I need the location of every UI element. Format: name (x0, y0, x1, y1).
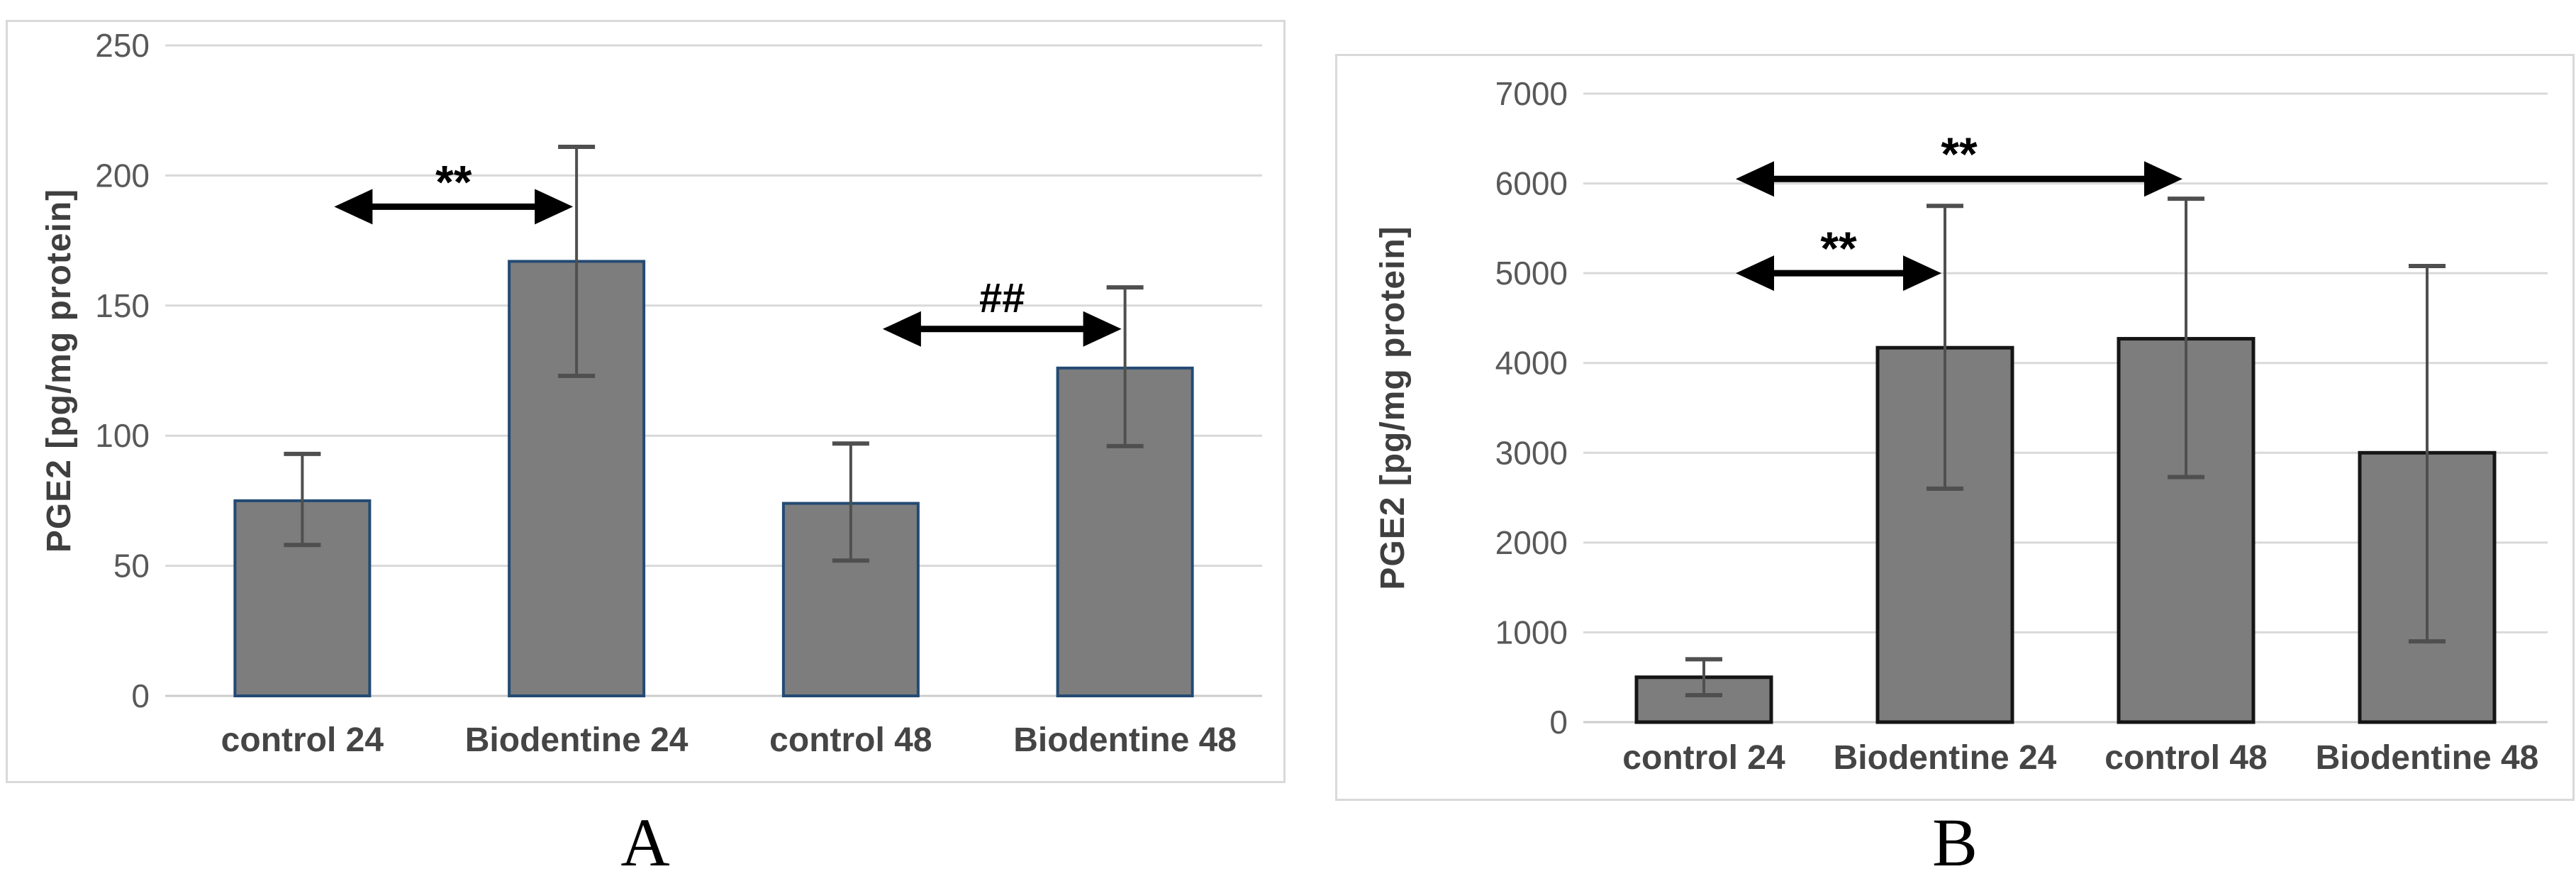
y-tick-label: 3000 (1495, 434, 1568, 471)
y-tick-label: 5000 (1495, 255, 1568, 292)
y-tick-label: 4000 (1495, 345, 1568, 382)
y-axis-title: PGE2 [pg/mg protein] (40, 189, 78, 553)
category-label: Biodentine 24 (465, 721, 688, 759)
significance-label: ** (435, 155, 472, 208)
category-label: Biodentine 48 (1013, 721, 1237, 759)
y-tick-label: 7000 (1495, 75, 1568, 112)
bar-chart-a: 0 50 100 150 200 250 PGE2 [pg/mg protein] contr… (40, 27, 1262, 759)
error-bar (2409, 264, 2446, 644)
y-tick-label: 250 (95, 27, 150, 64)
y-tick-label: 1000 (1495, 614, 1568, 650)
significance-arrow (1736, 255, 1941, 292)
y-tick-label: 0 (1549, 704, 1568, 741)
y-tick-label: 6000 (1495, 165, 1568, 202)
y-tick-label: 0 (131, 677, 150, 714)
category-label: control 48 (2104, 739, 2267, 777)
error-bar (832, 441, 869, 563)
y-axis-title: PGE2 [pg/mg protein] (1374, 226, 1412, 589)
significance-arrow (882, 311, 1122, 347)
category-label: Biodentine 24 (1834, 739, 2057, 777)
significance-label: ** (1820, 222, 1857, 275)
bar-biodentine-24 (1875, 345, 2014, 724)
significance-arrow (1736, 161, 2182, 197)
category-label: control 24 (221, 721, 384, 759)
significance-arrow (334, 189, 574, 225)
figure-label-b: B (1931, 804, 1978, 880)
error-bar (558, 145, 596, 378)
error-bar (1106, 285, 1144, 448)
category-label: control 24 (1622, 739, 1785, 777)
y-tick-label: 50 (113, 548, 150, 585)
error-bar (2168, 196, 2204, 480)
y-tick-label: 2000 (1495, 524, 1568, 561)
error-bar (284, 451, 321, 548)
significance-label: ## (979, 275, 1025, 321)
error-bar (1685, 657, 1722, 698)
bar-chart-b: 0 1000 2000 3000 4000 5000 6000 7000 PGE2 [pg/mg… (1374, 75, 2548, 777)
significance-label: ** (1941, 128, 1978, 180)
chart-panel-a: 0 50 100 150 200 250 PGE2 [pg/mg protein] contr… (6, 20, 1286, 783)
category-label: Biodentine 48 (2316, 739, 2539, 777)
figure-label-a: A (620, 804, 670, 880)
y-tick-label: 200 (95, 157, 150, 194)
category-label: control 48 (769, 721, 932, 759)
error-bar (1927, 204, 1963, 491)
y-tick-label: 150 (95, 287, 150, 324)
y-tick-label: 100 (95, 417, 150, 454)
chart-panel-b: 0 1000 2000 3000 4000 5000 6000 7000 PGE2 [pg/mg… (1335, 54, 2575, 801)
